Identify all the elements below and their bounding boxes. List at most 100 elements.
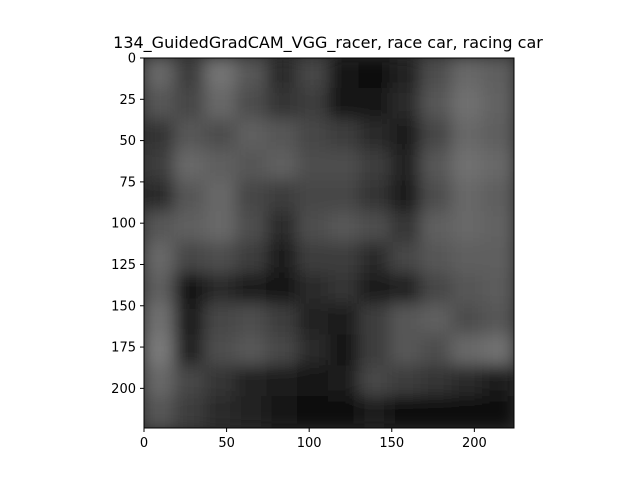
heatmap-cell — [420, 118, 454, 152]
heatmap-cell — [451, 180, 485, 214]
heatmap-cell — [451, 303, 485, 337]
heatmap-cell — [144, 87, 176, 121]
heatmap-cell — [204, 303, 238, 337]
heatmap-cell — [266, 180, 300, 214]
heatmap-cell — [266, 87, 300, 121]
y-axis: 0 25 50 75 100 125 150 175 200 — [111, 52, 144, 397]
heatmap-cell — [358, 303, 392, 337]
chart-title: 134_GuidedGradCAM_VGG_racer, race car, r… — [113, 33, 543, 52]
heatmap-cell — [297, 365, 330, 399]
heatmap-cell — [389, 87, 423, 121]
heatmap-cell — [420, 334, 454, 368]
heatmap-cell — [482, 334, 514, 368]
heatmap-cell — [173, 211, 207, 244]
heatmap-cell — [358, 334, 392, 368]
heatmap-cell — [451, 58, 485, 90]
axes-frame — [143, 57, 515, 429]
heatmap-cell — [235, 87, 269, 121]
heatmap-cell — [266, 365, 300, 399]
heatmap-cell — [389, 242, 423, 275]
heatmap-cell — [235, 334, 269, 368]
heatmap-cell — [204, 211, 238, 244]
heatmap-cell — [297, 149, 330, 183]
heatmap-cell — [173, 365, 207, 399]
heatmap-cell — [358, 149, 392, 183]
heatmap-cell — [389, 118, 423, 152]
heatmap-cell — [328, 272, 361, 306]
heatmap-cell — [328, 303, 361, 337]
y-tick-label: 0 — [128, 52, 136, 67]
heatmap-cell — [144, 272, 176, 306]
heatmap-cell — [358, 118, 392, 152]
heatmap-cell — [297, 118, 330, 152]
heatmap-cell — [482, 396, 514, 428]
heatmap-cell — [173, 149, 207, 183]
heatmap-cell — [297, 87, 330, 121]
heatmap-cell — [451, 242, 485, 275]
heatmap-cell — [204, 365, 238, 399]
heatmap-cell — [451, 149, 485, 183]
y-tick-label: 125 — [111, 258, 136, 273]
heatmap-cell — [451, 396, 485, 428]
heatmap-cell — [235, 180, 269, 214]
heatmap-cell — [482, 272, 514, 306]
heatmap-cell — [204, 242, 238, 275]
x-tick-label: 200 — [462, 436, 487, 451]
heatmap-cell — [328, 149, 361, 183]
heatmap-image — [144, 58, 514, 428]
heatmap-cell — [173, 272, 207, 306]
y-tick-label: 100 — [111, 217, 136, 232]
heatmap-cell — [144, 118, 176, 152]
heatmap-cell — [204, 180, 238, 214]
heatmap-cell — [266, 272, 300, 306]
y-tick-label: 175 — [111, 341, 136, 356]
heatmap-cell — [173, 396, 207, 428]
heatmap-cell — [144, 396, 176, 428]
heatmap-cell — [266, 58, 300, 90]
x-tick-label: 50 — [218, 436, 235, 451]
heatmap-cell — [328, 365, 361, 399]
heatmap-cell — [144, 303, 176, 337]
heatmap-cell — [482, 365, 514, 399]
heatmap-cell — [482, 118, 514, 152]
heatmap-cell — [358, 272, 392, 306]
y-tick-label: 25 — [119, 93, 136, 108]
heatmap-cell — [266, 211, 300, 244]
y-tick-label: 50 — [119, 134, 136, 149]
heatmap-cell — [204, 87, 238, 121]
heatmap-cell — [204, 272, 238, 306]
heatmap-cell — [266, 242, 300, 275]
heatmap-cell — [451, 334, 485, 368]
heatmap-cell — [389, 180, 423, 214]
heatmap-cell — [204, 396, 238, 428]
heatmap-cell — [482, 242, 514, 275]
heatmap-cell — [235, 303, 269, 337]
heatmap-cell — [204, 58, 238, 90]
heatmap-cell — [173, 303, 207, 337]
heatmap-cell — [144, 211, 176, 244]
heatmap-cell — [297, 272, 330, 306]
heatmap-cell — [328, 242, 361, 275]
heatmap-cell — [389, 211, 423, 244]
heatmap-cell — [328, 211, 361, 244]
heatmap-cell — [451, 118, 485, 152]
heatmap-cell — [451, 365, 485, 399]
heatmap-cell — [358, 396, 392, 428]
heatmap-cell — [328, 58, 361, 90]
heatmap-cell — [328, 118, 361, 152]
heatmap-cell — [235, 396, 269, 428]
x-tick-label: 100 — [297, 436, 322, 451]
heatmap-cell — [173, 58, 207, 90]
x-tick-label: 150 — [379, 436, 404, 451]
heatmap-cell — [144, 242, 176, 275]
heatmap-cell — [420, 365, 454, 399]
heatmap-cell — [144, 334, 176, 368]
heatmap-cell — [389, 149, 423, 183]
heatmap-cell — [235, 242, 269, 275]
heatmap-cell — [358, 180, 392, 214]
heatmap-cell — [204, 118, 238, 152]
heatmap-cell — [420, 58, 454, 90]
heatmap-cell — [235, 272, 269, 306]
heatmap-cell — [389, 303, 423, 337]
